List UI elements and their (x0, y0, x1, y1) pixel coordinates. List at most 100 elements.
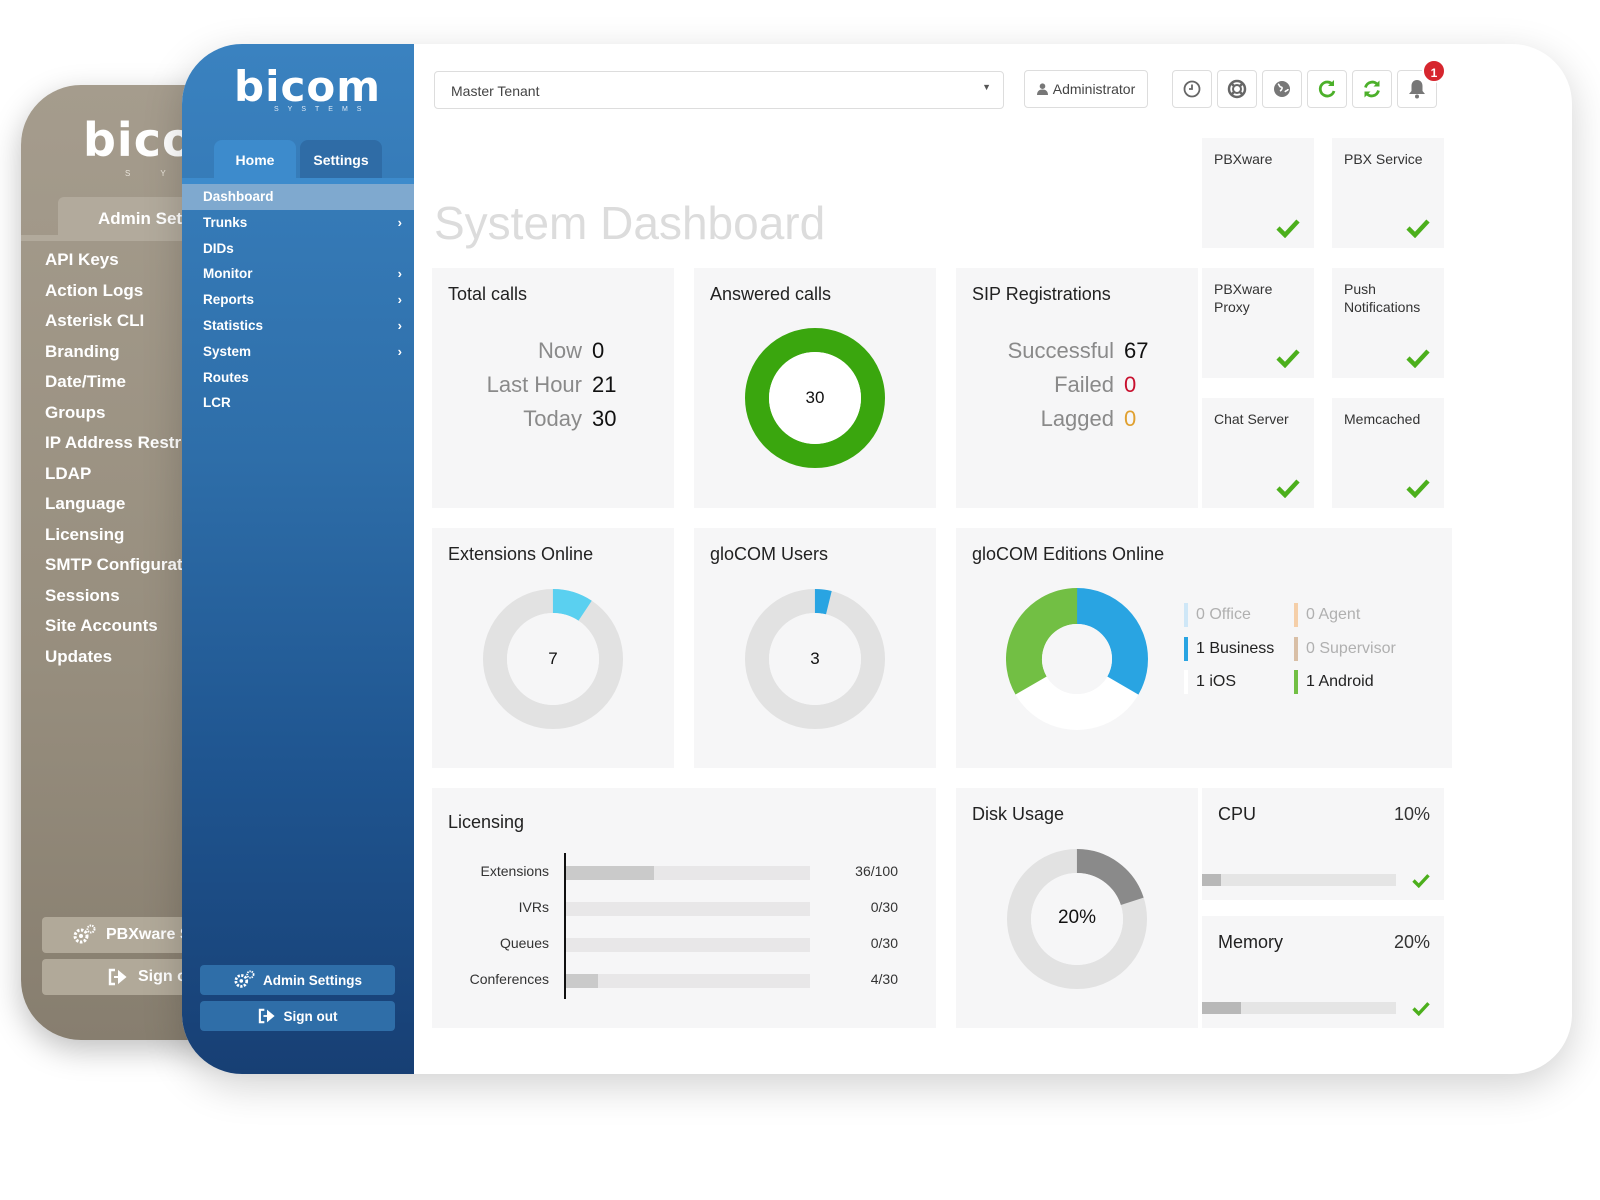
stat-value: 0 (1124, 372, 1137, 397)
licensing-value: 4/30 (870, 971, 898, 987)
reload-icon (1318, 80, 1336, 98)
donut-value: 7 (548, 649, 558, 668)
sidebar-item-trunks[interactable]: Trunks › (182, 210, 414, 236)
stat-value: 0 (1124, 406, 1137, 431)
sidebar-item-dids[interactable]: DIDs (182, 236, 414, 262)
licensing-value: 0/30 (870, 935, 898, 951)
card-title: CPU (1218, 804, 1257, 824)
stat-value: 30 (592, 406, 617, 431)
back-logo-sub: S Y S T (125, 169, 236, 178)
licensing-label: IVRs (518, 899, 549, 915)
licensing-row-conferences: Conferences 4/30 (432, 970, 912, 990)
cpu-value: 10% (1393, 804, 1430, 824)
stat-label: Lagged (1040, 406, 1114, 431)
legend-swatch (1294, 603, 1298, 627)
admin-menu-item[interactable]: Language (45, 494, 126, 513)
sidebar-item-system[interactable]: System › (182, 339, 414, 365)
admin-settings-button[interactable]: Admin Settings (200, 965, 395, 995)
check-icon (1412, 874, 1430, 888)
glocom-editions-donut (1006, 588, 1148, 730)
extensions-online-card: Extensions Online 7 (432, 528, 674, 768)
admin-menu-item[interactable]: Updates (45, 646, 113, 666)
reload-button[interactable] (1307, 70, 1347, 108)
clock-icon (1183, 80, 1201, 98)
admin-menu-item[interactable]: Groups (45, 402, 106, 422)
legend-item-supervisor: 0 Supervisor (1294, 637, 1396, 661)
admin-menu-item[interactable]: Site Accounts (45, 616, 158, 635)
legend-label: 0 Supervisor (1306, 640, 1396, 657)
sidebar-item-dashboard[interactable]: Dashboard (182, 184, 414, 210)
bell-icon (1409, 80, 1425, 99)
stat-value: 0 (592, 338, 605, 363)
sync-button[interactable] (1352, 70, 1392, 108)
service-tile-pbx-service: PBX Service (1332, 138, 1444, 248)
card-title: Licensing (448, 812, 525, 832)
admin-menu-item[interactable]: Date/Time (45, 372, 126, 391)
legend-label: 1 Android (1306, 673, 1374, 690)
stat-row: Failed 0 (1054, 372, 1158, 398)
licensing-bar (566, 902, 810, 916)
admin-menu-item[interactable]: Branding (45, 341, 120, 361)
sidebar-item-label: Monitor (203, 266, 253, 282)
tab-home[interactable]: Home (214, 140, 296, 178)
main-content: Master Tenant ▼ Administrator 1 System D… (414, 44, 1572, 1074)
memory-bar-fill (1202, 1002, 1241, 1014)
glocom-editions-card: gloCOM Editions Online 0 Office 0 Agent … (956, 528, 1452, 768)
card-title: gloCOM Editions Online (972, 544, 1165, 564)
donut-value: 30 (805, 388, 825, 407)
sidebar-item-monitor[interactable]: Monitor › (182, 261, 414, 287)
admin-menu-item[interactable]: LDAP (45, 463, 92, 483)
admin-menu-item[interactable]: Sessions (45, 585, 120, 605)
bicom-logo: bicom (234, 62, 381, 111)
sign-out-button[interactable]: Sign out (200, 1001, 395, 1031)
admin-menu-item[interactable]: Action Logs (45, 280, 144, 300)
sidebar-tabs: Home Settings (214, 140, 382, 178)
sidebar-item-label: Statistics (203, 317, 264, 333)
licensing-label: Extensions (480, 863, 549, 879)
admin-menu-item[interactable]: IP Address Restric (45, 433, 196, 452)
admin-menu-item[interactable]: Licensing (45, 524, 125, 544)
notifications-button[interactable]: 1 (1397, 59, 1446, 108)
sidebar-item-lcr[interactable]: LCR (182, 390, 414, 416)
support-button[interactable] (1217, 70, 1257, 108)
sidebar-item-label: LCR (203, 395, 231, 411)
admin-menu-item[interactable]: Asterisk CLI (45, 311, 145, 330)
tab-settings[interactable]: Settings (300, 140, 382, 178)
check-icon (1406, 219, 1430, 238)
clock-button[interactable] (1172, 70, 1212, 108)
sidebar-item-routes[interactable]: Routes (182, 365, 414, 391)
legend-label: 1 Business (1196, 640, 1275, 657)
donut-value: 20% (1057, 907, 1097, 928)
service-name: Push Notifications (1344, 281, 1421, 315)
user-menu-button[interactable]: Administrator (1024, 70, 1148, 108)
sidebar-item-statistics[interactable]: Statistics › (182, 313, 414, 339)
chevron-right-icon: › (397, 214, 402, 230)
legend-swatch (1184, 637, 1188, 661)
memory-value: 20% (1393, 932, 1430, 952)
total-calls-card: Total calls Now 0 Last Hour 21 Today 30 (432, 268, 674, 508)
stat-value: 67 (1124, 338, 1149, 363)
admin-menu-item[interactable]: API Keys (45, 250, 119, 269)
licensing-card: Licensing Extensions 36/100 IVRs 0/30 Qu… (432, 788, 936, 1028)
memory-bar (1202, 1002, 1396, 1014)
answered-calls-donut (745, 328, 885, 468)
sip-registrations-card: SIP Registrations Successful 67 Failed 0 L… (956, 268, 1198, 508)
licensing-row-extensions: Extensions 36/100 (432, 862, 912, 882)
cpu-bar-fill (1202, 874, 1222, 886)
language-button[interactable] (1262, 70, 1302, 108)
sign-out-label: Sign out (283, 1008, 338, 1024)
card-title: Total calls (448, 284, 528, 304)
admin-menu: API Keys Action Logs Asterisk CLI Brandi… (45, 245, 195, 672)
licensing-row-ivrs: IVRs 0/30 (432, 898, 912, 918)
disk-usage-card: Disk Usage 20% (956, 788, 1198, 1028)
legend-swatch (1184, 670, 1188, 694)
card-title: Disk Usage (972, 804, 1065, 824)
chevron-right-icon: › (397, 317, 402, 333)
sidebar-item-reports[interactable]: Reports › (182, 287, 414, 313)
tenant-select[interactable]: Master Tenant ▼ (434, 71, 1004, 109)
chevron-right-icon: › (397, 343, 402, 359)
card-title: Memory (1218, 932, 1284, 952)
globe-icon (1274, 81, 1290, 97)
legend-swatch (1294, 670, 1298, 694)
admin-menu-item[interactable]: SMTP Configurati (45, 555, 188, 574)
